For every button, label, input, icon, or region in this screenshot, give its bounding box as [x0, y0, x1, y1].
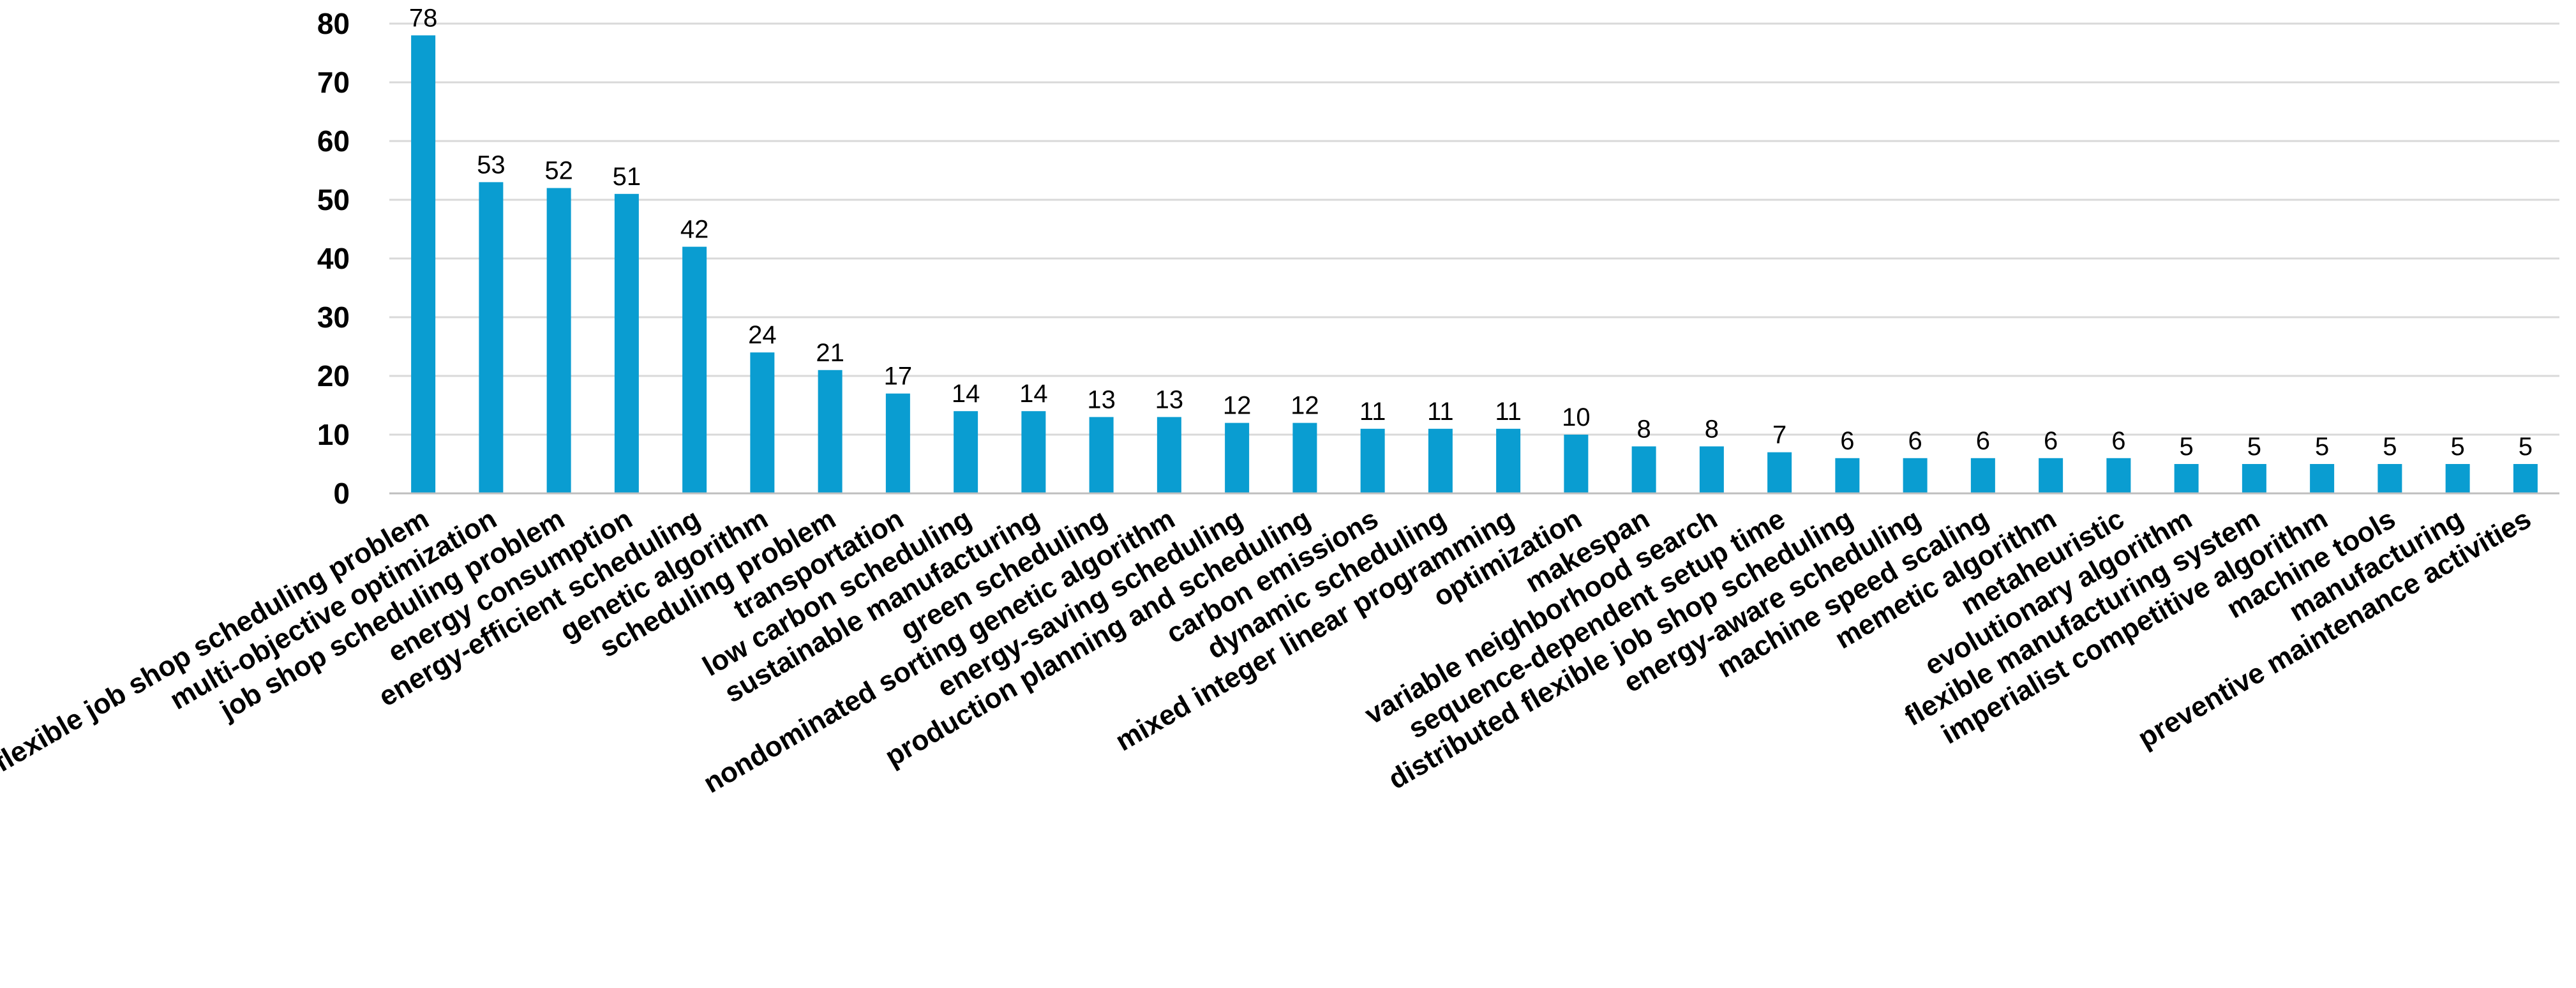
bar	[1903, 458, 1928, 493]
bar	[2039, 458, 2063, 493]
bar	[1157, 417, 1181, 493]
bar	[2310, 464, 2335, 493]
y-tick-label: 80	[317, 7, 350, 40]
bar	[1631, 446, 1656, 493]
data-label: 5	[2315, 433, 2329, 461]
data-label: 12	[1223, 392, 1252, 420]
data-label: 24	[748, 321, 777, 349]
bar	[885, 393, 910, 493]
data-label: 6	[1908, 427, 1922, 455]
data-label: 5	[2180, 433, 2194, 461]
bar	[479, 182, 504, 493]
y-tick-label: 30	[317, 301, 350, 334]
data-label: 21	[816, 339, 844, 367]
data-label: 11	[1427, 398, 1454, 426]
data-labels: 78 53 52 51 42 24 21 17 14 14 13 13 12 12 11 11 11 10 8 8 7 6…	[409, 4, 2533, 461]
bar	[1360, 428, 1385, 493]
data-label: 53	[477, 151, 505, 179]
bar	[2174, 464, 2199, 493]
y-tick-label: 10	[317, 418, 350, 451]
bar	[1564, 435, 1589, 493]
y-tick-label: 60	[317, 124, 350, 158]
bars	[411, 35, 2538, 493]
bar	[682, 246, 707, 493]
bar	[1496, 428, 1521, 493]
data-label: 5	[2451, 433, 2465, 461]
data-label: 8	[1637, 415, 1651, 443]
bar	[1089, 417, 1114, 493]
data-label: 5	[2247, 433, 2261, 461]
bar	[411, 35, 436, 493]
data-label: 78	[409, 4, 438, 32]
data-label: 11	[1359, 398, 1386, 426]
data-label: 14	[1019, 380, 1048, 408]
data-label: 17	[884, 363, 913, 391]
bar	[2513, 464, 2538, 493]
data-label: 6	[2044, 427, 2058, 455]
bar	[1292, 423, 1317, 493]
bar	[818, 370, 842, 493]
data-label: 51	[613, 163, 641, 191]
bar	[1428, 428, 1453, 493]
y-tick-label: 20	[317, 359, 350, 393]
bar	[1835, 458, 1860, 493]
bar	[954, 411, 978, 493]
data-label: 5	[2519, 433, 2533, 461]
bar	[546, 188, 571, 493]
y-axis-ticks: 0 10 20 30 40 50 60 70 80	[317, 7, 350, 510]
data-label: 6	[1840, 427, 1854, 455]
bar	[614, 193, 639, 493]
y-tick-label: 40	[317, 242, 350, 275]
data-label: 13	[1155, 385, 1184, 414]
y-tick-label: 70	[317, 66, 350, 99]
bar	[2445, 464, 2470, 493]
y-tick-label: 50	[317, 183, 350, 216]
bar	[2242, 464, 2266, 493]
bar	[1767, 452, 1792, 493]
data-label: 5	[2383, 433, 2397, 461]
data-label: 7	[1772, 421, 1786, 449]
x-axis-ticks: flexible job shop scheduling problemmult…	[0, 503, 2536, 799]
data-label: 6	[1976, 427, 1990, 455]
bar	[2378, 464, 2402, 493]
data-label: 6	[2111, 427, 2125, 455]
bar	[1021, 411, 1046, 493]
data-label: 11	[1495, 398, 1522, 426]
data-label: 13	[1087, 385, 1116, 414]
data-label: 10	[1562, 403, 1591, 431]
data-label: 42	[680, 216, 709, 244]
bar	[1970, 458, 1995, 493]
bar	[1699, 446, 1724, 493]
data-label: 14	[952, 380, 980, 408]
data-label: 12	[1291, 392, 1319, 420]
y-tick-label: 0	[333, 477, 350, 510]
data-label: 52	[544, 157, 573, 185]
bar	[750, 352, 775, 493]
bar	[1225, 423, 1250, 493]
data-label: 8	[1705, 415, 1719, 443]
bar	[2106, 458, 2131, 493]
gridlines	[389, 22, 2559, 436]
